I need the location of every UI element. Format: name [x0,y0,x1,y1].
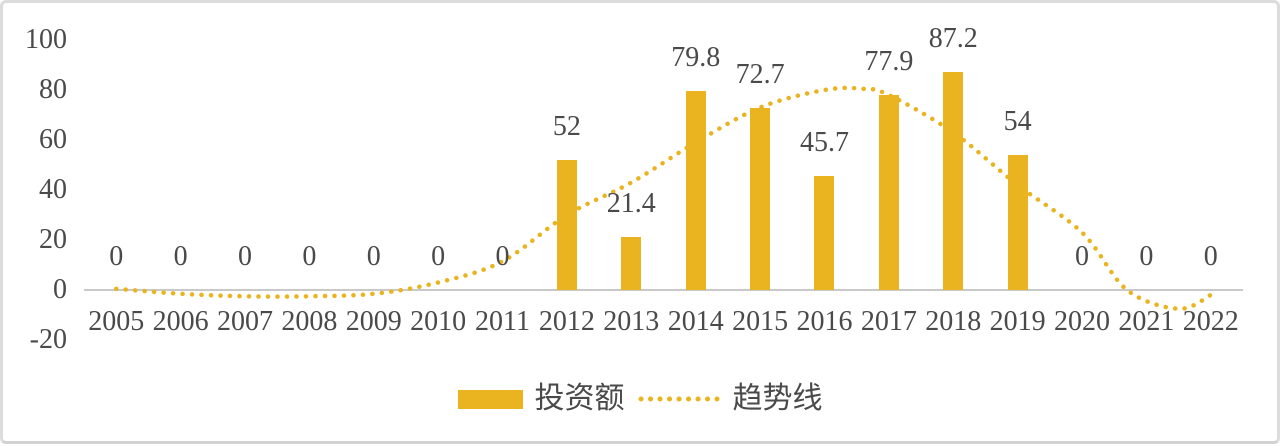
value-label-2021: 0 [1139,241,1154,272]
x-tick-label-2011: 2011 [475,306,530,337]
value-label-2005: 0 [109,241,124,272]
y-tick-label: 80 [39,74,67,105]
bar-2015 [750,108,771,290]
value-label-2016: 45.7 [799,126,849,158]
y-tick-label: 40 [39,174,67,205]
y-tick-label: 100 [25,24,67,55]
value-label-2009: 0 [366,241,381,272]
x-tick-label-2008: 2008 [281,306,338,337]
x-tick-label-2014: 2014 [667,306,724,337]
x-tick-label-2016: 2016 [796,306,853,337]
x-axis-line [84,289,1243,291]
legend-label-investment: 投资额 [534,382,625,415]
bar-2012 [556,160,577,290]
bar-2014 [685,90,706,290]
bar-2016 [814,175,835,290]
y-tick-label: -20 [29,324,67,355]
bar-2017 [878,95,899,290]
x-tick-label-2013: 2013 [603,306,660,337]
x-tick-label-2006: 2006 [152,306,209,337]
x-tick-label-2020: 2020 [1054,306,1111,337]
value-label-2007: 0 [237,241,252,272]
chart-legend: 投资额 趋势线 [3,383,1277,415]
x-tick-label-2010: 2010 [410,306,467,337]
bar-2018 [943,72,964,290]
value-label-2008: 0 [302,241,317,272]
value-label-2015: 72.7 [735,59,785,91]
dotted-line-sample-icon [638,396,719,402]
x-tick-label-2012: 2012 [538,306,595,337]
x-tick-label-2022: 2022 [1182,306,1239,337]
x-tick-label-2005: 2005 [88,306,145,337]
y-tick-label: 60 [39,124,67,155]
x-tick-label-2021: 2021 [1118,306,1175,337]
value-label-2011: 0 [495,241,510,272]
y-tick-label: 20 [39,224,67,255]
legend-item-trend: 趋势线 [637,383,823,415]
x-tick-label-2009: 2009 [345,306,402,337]
x-tick-label-2015: 2015 [732,306,789,337]
bar-2013 [621,236,642,290]
x-tick-label-2007: 2007 [216,306,273,337]
x-tick-label-2018: 2018 [925,306,982,337]
bar-2019 [1007,155,1028,290]
bar-series-swatch [457,389,523,409]
trend-line-layer [113,85,1214,312]
value-label-2019: 54 [1003,106,1032,137]
value-label-2018: 87.2 [928,23,978,54]
value-label-2017: 77.9 [864,46,914,78]
legend-label-trend: 趋势线 [732,382,823,415]
x-tick-label-2019: 2019 [989,306,1046,337]
y-tick-label: 0 [53,274,67,305]
value-label-2020: 0 [1075,241,1090,272]
value-label-2013: 21.4 [606,187,656,219]
legend-item-investment: 投资额 [457,382,625,415]
value-label-2014: 79.8 [671,41,721,73]
value-label-2012: 52 [552,111,581,142]
value-label-2006: 0 [173,241,188,272]
value-label-2010: 0 [431,241,446,272]
value-label-2022: 0 [1203,241,1218,272]
x-tick-label-2017: 2017 [860,306,917,337]
